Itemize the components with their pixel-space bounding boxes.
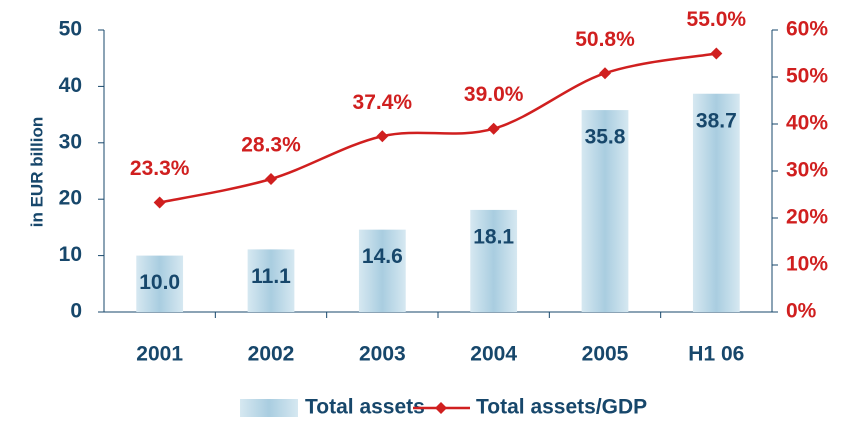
y2-tick-label: 40% [786,112,828,135]
x-tick-label: 2002 [248,343,295,366]
x-tick-label: 2004 [470,343,517,366]
y2-tick-label: 60% [786,18,828,41]
legend-swatch [240,399,298,417]
line-marker [487,122,500,135]
bar-value-label: 38.7 [696,109,737,132]
y2-tick-label: 50% [786,65,828,88]
y-axis-label: in EUR billion [27,117,46,228]
bar [247,249,295,312]
bar-value-label: 14.6 [362,245,403,268]
bar-value-label: 35.8 [585,126,626,149]
bar-value-label: 10.0 [139,271,180,294]
line-value-label: 39.0% [464,83,524,106]
line-marker [710,47,723,60]
y-tick-label: 50 [59,18,82,41]
bar [692,93,740,313]
bar [581,110,629,312]
y2-tick-label: 0% [786,300,817,323]
x-tick-label: 2005 [582,343,629,366]
y2-tick-label: 30% [786,159,828,182]
bar [358,229,406,312]
bar [136,255,184,312]
bar-value-label: 18.1 [473,225,514,248]
legend-label: Total assets [305,396,425,419]
y-tick-label: 10 [59,243,82,266]
x-tick-label: 2001 [136,343,183,366]
line [159,52,717,204]
line-marker [153,196,166,209]
line-marker [376,130,389,143]
x-tick-label: H1 06 [688,343,744,366]
legend-marker [435,402,447,414]
line-value-label: 50.8% [575,28,635,51]
x-tick-label: 2003 [359,343,406,366]
line-marker [265,172,277,185]
y2-tick-label: 20% [786,206,828,229]
line-value-label: 37.4% [353,91,413,114]
y-tick-label: 40 [59,74,82,97]
line-value-label: 28.3% [241,134,301,157]
bar-value-label: 11.1 [251,265,291,288]
legend-label: Total assets/GDP [476,396,647,419]
line-value-label: 55.0% [687,8,747,31]
bar [470,209,518,312]
line-marker [599,67,611,80]
y-tick-label: 20 [59,187,82,210]
y-tick-label: 0 [70,300,82,323]
y2-tick-label: 10% [786,253,828,276]
line-value-label: 23.3% [130,157,190,180]
y-tick-label: 30 [59,130,82,153]
